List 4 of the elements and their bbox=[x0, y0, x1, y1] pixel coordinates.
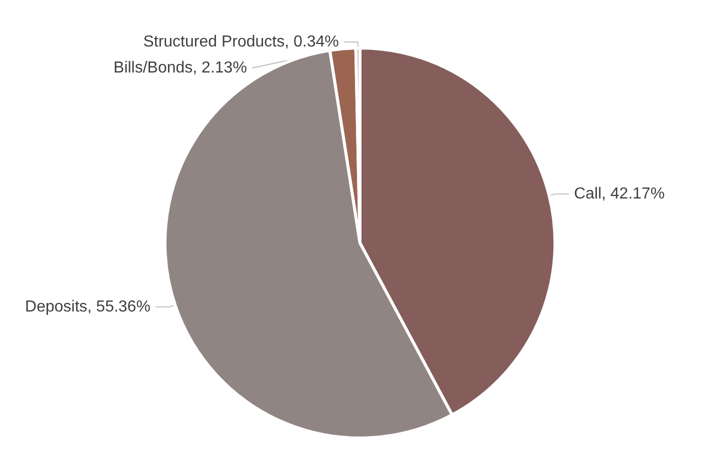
slice-label: Structured Products, 0.34% bbox=[143, 34, 339, 51]
slice-label: Bills/Bonds, 2.13% bbox=[114, 60, 247, 77]
slice-label: Deposits, 55.36% bbox=[25, 298, 150, 316]
slice-label: Call, 42.17% bbox=[574, 186, 665, 203]
